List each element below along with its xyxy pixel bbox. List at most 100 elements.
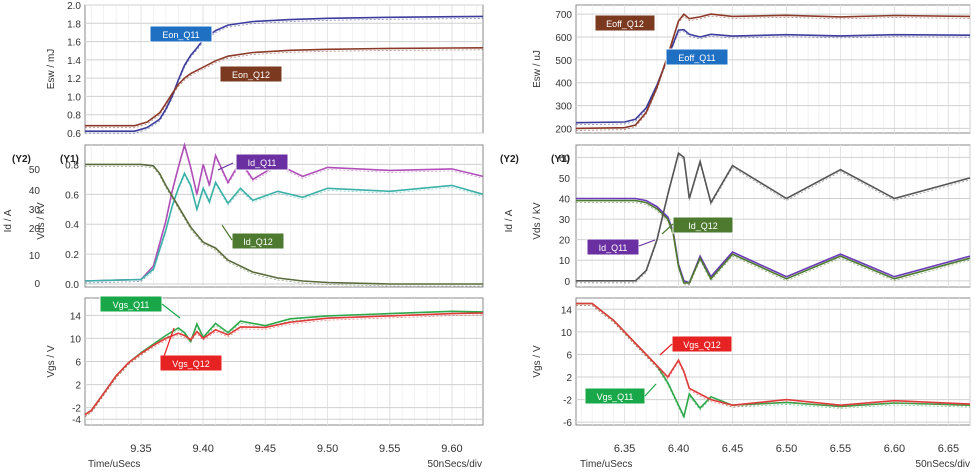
y-tick-label: 1.6 bbox=[67, 38, 81, 49]
annotation-arrow bbox=[221, 224, 233, 241]
y2-tick-label: 20 bbox=[29, 224, 41, 235]
annotation-box bbox=[159, 354, 223, 372]
series-line-shadow bbox=[576, 154, 971, 284]
plot-area-idvds bbox=[575, 144, 971, 288]
y2-tick-label: 40 bbox=[29, 186, 41, 197]
annotation-label: Eon_Q12 bbox=[232, 70, 270, 80]
x-tick-label: 9.40 bbox=[192, 443, 213, 455]
series-line-shadow bbox=[575, 31, 971, 126]
y1-axis-label: Vds / kV bbox=[532, 202, 543, 240]
y2-tick-label: 50 bbox=[559, 174, 571, 185]
y2-tick-label: 0 bbox=[564, 277, 570, 288]
y1-tick-label: 0.6 bbox=[65, 190, 79, 201]
y2-axis-label: Id / A bbox=[3, 209, 14, 232]
series-line-shadow bbox=[84, 174, 484, 284]
y2-tick-label: 20 bbox=[559, 236, 571, 247]
series-line-shadow bbox=[576, 305, 971, 408]
annotation-label: Id_Q12 bbox=[243, 237, 273, 247]
y-tick-label: 2 bbox=[75, 381, 81, 392]
series-line-eoff-q11 bbox=[575, 28, 971, 124]
series-line-shadow bbox=[85, 49, 484, 129]
annotation-label: Eoff_Q12 bbox=[606, 19, 644, 29]
y-tick-label: 0.6 bbox=[67, 129, 81, 140]
y-tick-label: 500 bbox=[555, 56, 572, 67]
x-axis-label: Time/uSecs bbox=[580, 459, 632, 470]
annotation-label: Vgs_Q11 bbox=[113, 300, 150, 310]
annotation-box bbox=[235, 153, 289, 171]
annotation-box bbox=[665, 48, 729, 66]
annotation-box bbox=[219, 65, 283, 83]
annotation-arrow bbox=[659, 343, 673, 356]
annotation-label: Id_Q11 bbox=[248, 158, 277, 168]
y1-tick-label: 0.8 bbox=[65, 160, 79, 171]
series-line-shadow bbox=[576, 305, 971, 420]
y-tick-label: -2 bbox=[563, 396, 572, 407]
time-scale-label: 50nSecs/div bbox=[428, 459, 482, 470]
y2-tick-label: 10 bbox=[29, 251, 41, 262]
y-tick-label: 0.8 bbox=[67, 111, 81, 122]
x-tick-label: 6.35 bbox=[614, 443, 635, 455]
annotation-box bbox=[149, 25, 213, 43]
y2-axis-tag: (Y2) bbox=[500, 154, 519, 165]
y-tick-label: 300 bbox=[555, 102, 572, 113]
y1-axis-tag: (Y1) bbox=[60, 154, 79, 165]
y-tick-label: 200 bbox=[555, 124, 572, 135]
annotation-label: Id_Q11 bbox=[599, 243, 628, 253]
y-axis-label: Vgs / V bbox=[532, 345, 543, 378]
y-axis-label: Vgs / V bbox=[46, 345, 57, 378]
x-axis-label: Time/uSecs bbox=[88, 459, 140, 470]
series-line-id-q12 bbox=[576, 199, 971, 284]
y-tick-label: 700 bbox=[555, 10, 572, 21]
x-tick-label: 9.35 bbox=[130, 443, 151, 455]
y2-axis-label: Id / A bbox=[504, 209, 515, 232]
x-tick-label: 9.50 bbox=[317, 443, 338, 455]
series-line-vds bbox=[85, 163, 483, 285]
x-tick-label: 6.55 bbox=[830, 443, 851, 455]
y-tick-label: 600 bbox=[555, 33, 572, 44]
y-tick-label: 1.0 bbox=[67, 92, 81, 103]
annotation-label: Vgs_Q12 bbox=[172, 359, 210, 369]
y-tick-label: 10 bbox=[70, 334, 82, 345]
y2-tick-label: 50 bbox=[29, 165, 41, 176]
y1-tick-label: 0.2 bbox=[65, 250, 79, 261]
y2-tick-label: 0 bbox=[34, 279, 40, 290]
y-tick-label: -2 bbox=[72, 404, 81, 415]
y-tick-label: 6 bbox=[75, 358, 81, 369]
y-tick-label: 10 bbox=[561, 328, 573, 339]
y2-axis-tag: (Y2) bbox=[12, 154, 31, 165]
annotation-box bbox=[586, 238, 640, 256]
y2-tick-label: 30 bbox=[29, 205, 41, 216]
annotation-box bbox=[672, 216, 734, 234]
y-tick-label: 14 bbox=[561, 305, 573, 316]
series-line-shadow bbox=[85, 166, 483, 287]
annotation-label: Vgs_Q12 bbox=[683, 340, 721, 350]
y2-tick-label: 10 bbox=[559, 256, 571, 267]
y1-axis-label: Vds / kV bbox=[36, 202, 47, 240]
x-tick-label: 6.45 bbox=[722, 443, 743, 455]
x-tick-label: 6.40 bbox=[668, 443, 689, 455]
annotation-arrow bbox=[638, 239, 656, 247]
annotation-arrow bbox=[161, 327, 175, 363]
x-tick-label: 6.65 bbox=[938, 443, 959, 455]
series-line-eoff-q12 bbox=[575, 12, 971, 130]
y2-tick-label: 60 bbox=[559, 153, 571, 164]
x-tick-label: 9.45 bbox=[255, 443, 276, 455]
x-tick-label: 6.50 bbox=[776, 443, 797, 455]
time-scale-label: 50nSecs/div bbox=[916, 459, 970, 470]
y1-axis-tag: (Y1) bbox=[551, 154, 570, 165]
y-tick-label: 2 bbox=[566, 373, 572, 384]
annotation-arrow bbox=[217, 162, 234, 171]
annotation-arrow bbox=[161, 303, 181, 319]
series-line-id-q12 bbox=[84, 171, 484, 282]
y-tick-label: 14 bbox=[70, 311, 82, 322]
y2-tick-label: 30 bbox=[559, 215, 571, 226]
y-tick-label: 1.8 bbox=[67, 19, 81, 30]
y-tick-label: 1.2 bbox=[67, 74, 81, 85]
y-tick-label: 6 bbox=[566, 350, 572, 361]
series-line-vgs-q12 bbox=[576, 302, 971, 407]
annotation-arrow bbox=[644, 383, 657, 397]
series-line-vds bbox=[576, 151, 971, 282]
